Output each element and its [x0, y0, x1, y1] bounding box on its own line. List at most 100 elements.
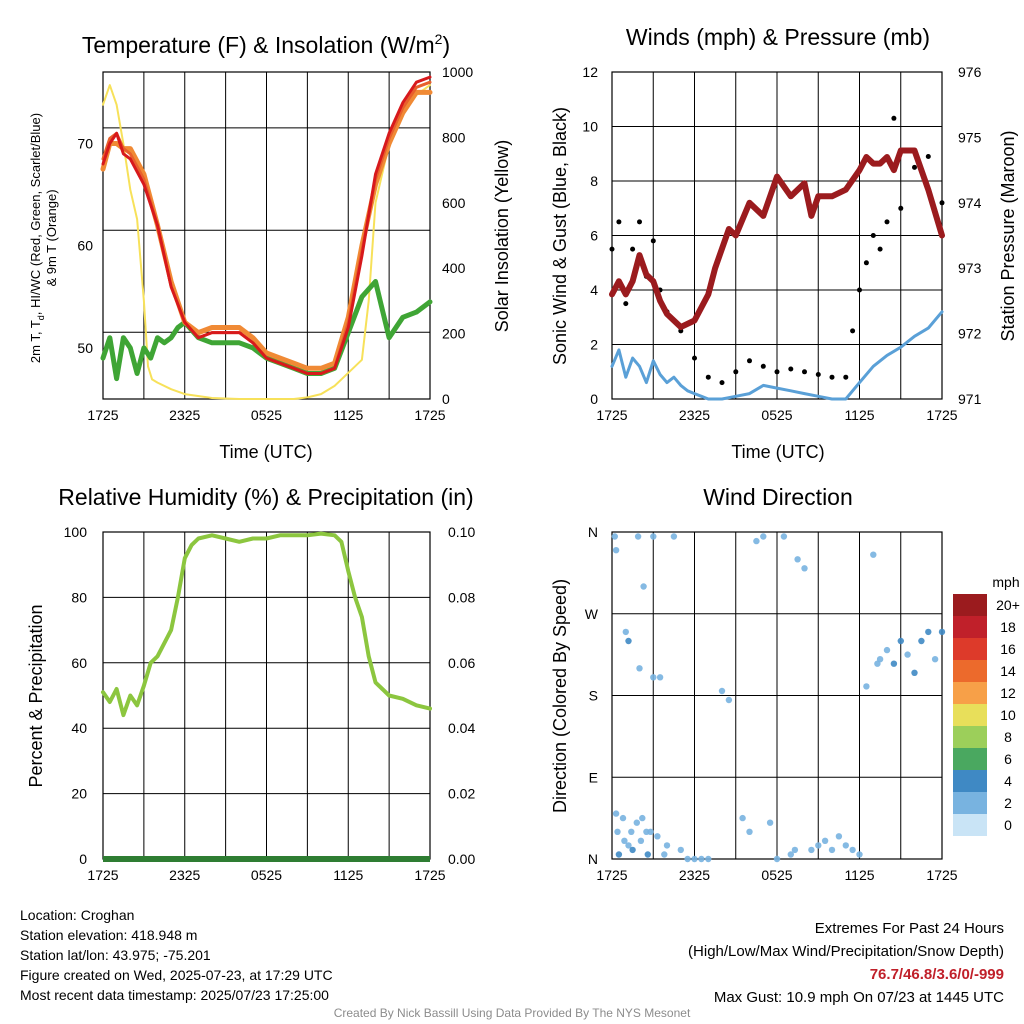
- created-text: Figure created on Wed, 2025-07-23, at 17…: [20, 967, 333, 983]
- wind-ytick: 2: [590, 337, 598, 353]
- legend-swatch: [953, 792, 987, 814]
- temp-y2tick: 0: [442, 391, 450, 407]
- direction-point: [739, 814, 746, 822]
- direction-point: [628, 828, 635, 835]
- temperature-panel: Temperature (F) & Insolation (W/m2) Time…: [28, 31, 512, 462]
- wind-ytick: 4: [590, 282, 598, 298]
- wind-ytick: 10: [582, 119, 598, 135]
- direction-point: [661, 851, 668, 858]
- direction-point: [890, 660, 898, 667]
- gust-point: [857, 287, 862, 293]
- extremes-values: 76.7/46.8/3.6/0/-999: [869, 966, 1004, 983]
- rh-title: Relative Humidity (%) & Precipitation (i…: [58, 484, 473, 510]
- wind-y2tick: 974: [958, 195, 982, 211]
- direction-point: [911, 669, 918, 676]
- gust-point: [705, 374, 711, 380]
- dir-ytick: N: [588, 524, 598, 540]
- legend-swatch: [953, 770, 987, 792]
- direction-point: [773, 855, 781, 863]
- legend-label: 4: [1004, 773, 1012, 789]
- direction-point: [640, 583, 647, 590]
- gust-point: [802, 369, 807, 375]
- direction-point: [654, 833, 661, 840]
- direction-point: [897, 637, 904, 645]
- gust-point: [623, 301, 629, 307]
- latlon-text: Station lat/lon: 43.975; -75.201: [20, 947, 211, 963]
- temp-ytick: 60: [77, 238, 93, 254]
- rh-ytick: 0: [79, 851, 87, 867]
- direction-point: [766, 819, 774, 826]
- temp-frame: [102, 71, 431, 400]
- wind-ytick: 8: [590, 173, 598, 189]
- direction-point: [705, 855, 712, 863]
- direction-point: [863, 683, 870, 690]
- direction-point: [619, 814, 627, 822]
- dir-ylabel-left: Direction (Colored By Speed): [550, 579, 570, 813]
- temp-xlabel: Time (UTC): [219, 442, 312, 462]
- gust-point: [774, 369, 780, 375]
- direction-point: [828, 846, 836, 854]
- rh-y2tick: 0.06: [448, 655, 475, 671]
- direction-point: [835, 833, 843, 840]
- legend-swatch: [953, 682, 987, 704]
- wind-y2tick: 973: [958, 260, 982, 276]
- gust-point: [760, 363, 766, 369]
- direction-point: [760, 533, 767, 540]
- wind-xtick: 1725: [596, 407, 627, 423]
- direction-point: [801, 565, 808, 572]
- direction-point: [849, 846, 856, 854]
- direction-point: [787, 851, 794, 858]
- speed-legend: 20+ 18 16 14 12 10 8 6 4 2 0: [953, 594, 1020, 836]
- wind-y2tick: 971: [958, 391, 982, 407]
- recent-text: Most recent data timestamp: 2025/07/23 1…: [20, 987, 329, 1003]
- direction-point: [677, 846, 684, 854]
- direction-point: [625, 637, 632, 645]
- legend-label: 14: [1000, 663, 1016, 679]
- location-text: Location: Croghan: [20, 907, 135, 923]
- direction-point: [931, 656, 939, 663]
- direction-point: [615, 851, 623, 858]
- legend-title: mph: [992, 574, 1019, 590]
- rh-y2tick: 0.10: [448, 524, 475, 540]
- legend-label: 10: [1000, 707, 1016, 723]
- direction-point: [621, 837, 628, 844]
- direction-point: [870, 551, 877, 558]
- station-info: Location: Croghan Station elevation: 418…: [20, 905, 333, 1005]
- gust-point: [870, 233, 876, 238]
- rh-xtick: 1725: [414, 867, 445, 883]
- svg-text:& 9m T (Orange): & 9m T (Orange): [44, 189, 59, 286]
- rh-frame: [102, 531, 431, 860]
- temp-y2tick: 200: [442, 326, 466, 342]
- dir-ytick: N: [588, 851, 598, 867]
- gust-point: [609, 246, 615, 252]
- direction-point: [856, 851, 863, 858]
- legend-swatch: [953, 748, 987, 770]
- wind-xtick: 0525: [761, 407, 792, 423]
- rh-y2tick: 0.00: [448, 851, 475, 867]
- temp-y2tick: 400: [442, 260, 466, 276]
- wind-ytick: 0: [590, 391, 598, 407]
- direction-point: [650, 533, 657, 540]
- direction-point: [753, 537, 760, 545]
- sonic-wind-line: [610, 310, 944, 401]
- wind-xtick: 1725: [926, 407, 957, 423]
- direction-point: [794, 556, 801, 563]
- direction-point: [636, 665, 643, 672]
- temp-title: Temperature (F) & Insolation (W/m2): [82, 31, 450, 58]
- gust-point: [788, 366, 794, 372]
- dewpoint-line: [100, 279, 433, 382]
- direction-point: [639, 814, 646, 822]
- gust-point: [692, 355, 697, 361]
- direction-point: [633, 819, 640, 826]
- direction-point: [634, 533, 642, 540]
- rh-ytick: 20: [71, 786, 87, 802]
- gust-point: [815, 372, 821, 377]
- dir-ytick: W: [585, 606, 599, 622]
- direction-point: [612, 810, 620, 817]
- rh-y2tick: 0.04: [448, 720, 475, 736]
- direction-point: [637, 837, 645, 844]
- direction-point: [725, 696, 733, 704]
- extremes-subtitle: (High/Low/Max Wind/Precipitation/Snow De…: [688, 943, 1004, 960]
- direction-point: [904, 651, 911, 658]
